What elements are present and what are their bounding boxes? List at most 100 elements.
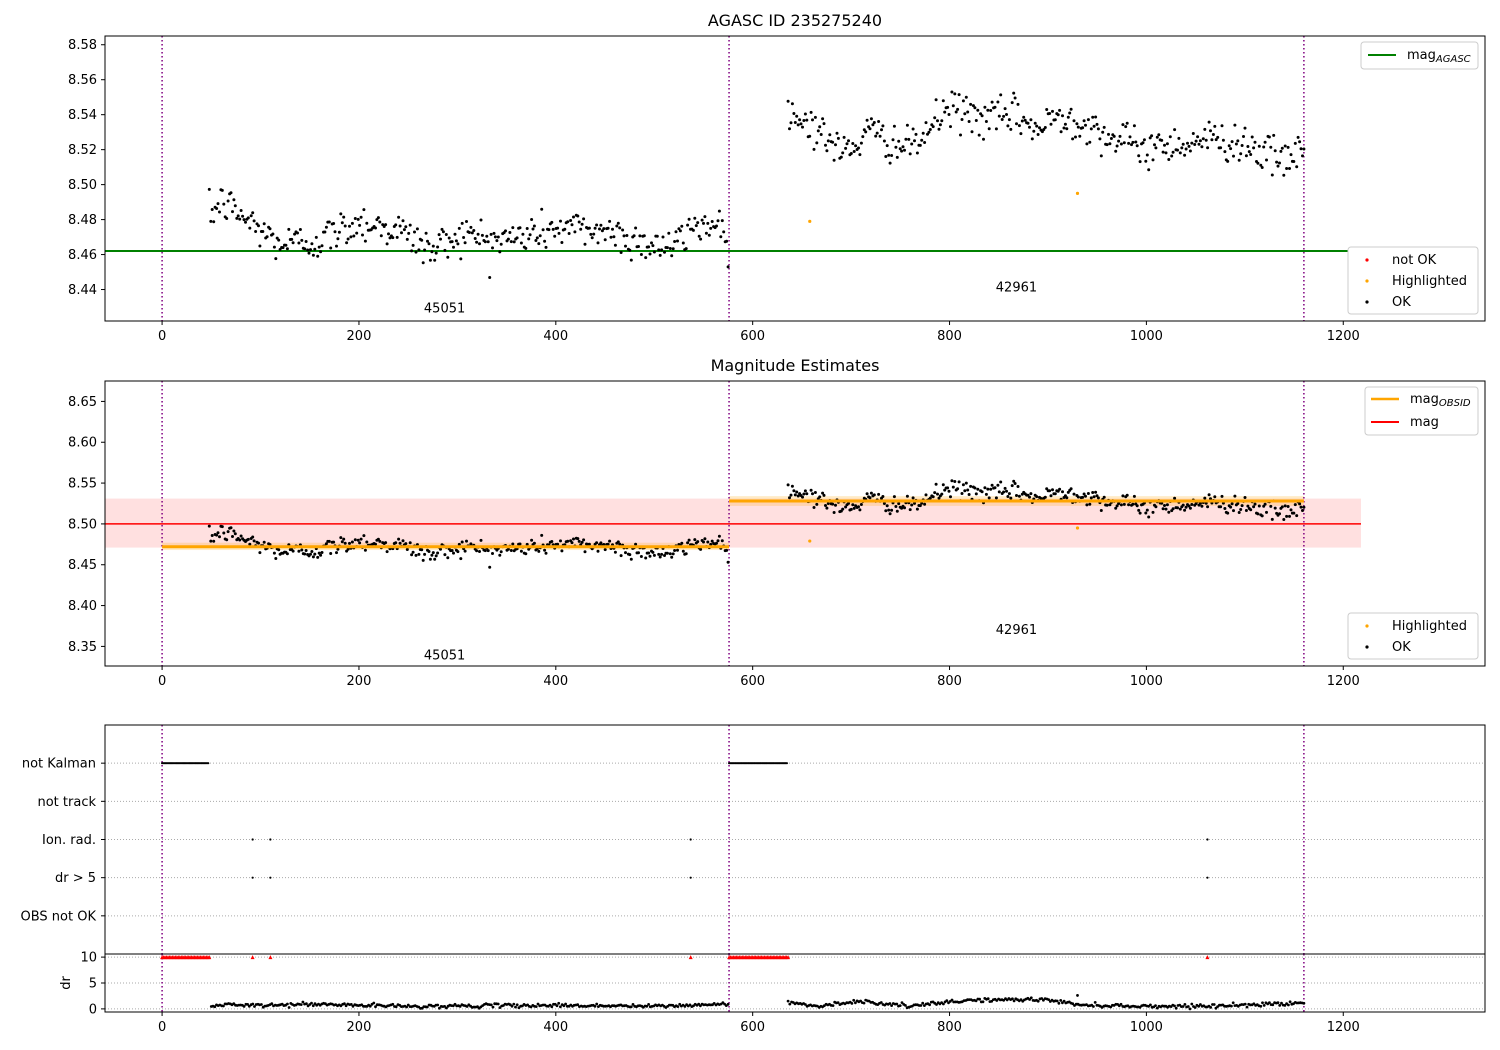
ok-point bbox=[639, 253, 643, 256]
ok-point bbox=[1051, 488, 1054, 492]
mag-uncertainty-band bbox=[105, 498, 1361, 548]
dr-point bbox=[1155, 1006, 1159, 1010]
ok-point bbox=[478, 242, 481, 246]
ok-point bbox=[1257, 144, 1261, 148]
ok-point bbox=[362, 534, 366, 538]
ok-point bbox=[1298, 502, 1302, 506]
ok-point bbox=[670, 555, 674, 559]
ok-point bbox=[332, 222, 336, 225]
ok-point bbox=[858, 508, 862, 512]
ok-point bbox=[1003, 486, 1007, 490]
ok-point bbox=[486, 549, 490, 553]
ok-point bbox=[799, 122, 803, 126]
dr-point bbox=[1055, 999, 1059, 1003]
ok-point bbox=[1030, 137, 1034, 141]
dr-panel: 0 200 400 600 800 1000 1200 0 5 10 dr bbox=[59, 951, 1486, 1035]
ok-point bbox=[1017, 124, 1021, 128]
ok-point bbox=[1171, 150, 1175, 154]
dr-point bbox=[436, 1003, 440, 1007]
dr-point bbox=[1186, 1005, 1190, 1008]
x-tick-label: 400 bbox=[543, 329, 568, 344]
ok-point bbox=[913, 501, 916, 505]
agasc-panel: AGASC ID 235275240 45051 42961 0 200 400 600… bbox=[68, 11, 1486, 344]
ok-point bbox=[808, 134, 812, 138]
ok-point bbox=[342, 537, 346, 541]
ok-point bbox=[1072, 492, 1076, 496]
ok-point bbox=[1230, 140, 1234, 144]
ok-point bbox=[969, 484, 973, 488]
ok-point bbox=[941, 483, 945, 487]
ok-point bbox=[304, 240, 308, 243]
ok-point bbox=[1091, 491, 1095, 494]
ok-point bbox=[1023, 118, 1027, 122]
ok-point bbox=[411, 243, 415, 247]
y-tick-label: 8.65 bbox=[68, 395, 97, 410]
ok-point bbox=[1127, 141, 1131, 145]
ok-point bbox=[1081, 495, 1085, 499]
ok-point bbox=[898, 147, 902, 151]
ok-point bbox=[1246, 145, 1250, 148]
ok-point bbox=[262, 540, 266, 544]
ok-point bbox=[342, 215, 346, 219]
ok-point bbox=[933, 491, 937, 495]
y-tick-label: 8.48 bbox=[68, 213, 97, 228]
ok-point bbox=[323, 230, 327, 234]
ok-point bbox=[826, 502, 830, 505]
ok-point bbox=[1117, 502, 1121, 506]
ok-point bbox=[454, 239, 458, 243]
ok-point bbox=[997, 490, 1001, 494]
ok-point bbox=[699, 237, 703, 241]
ok-point bbox=[951, 104, 955, 108]
ok-point bbox=[638, 234, 642, 238]
dr-point bbox=[676, 1005, 680, 1008]
ok-point bbox=[537, 242, 541, 246]
ok-point bbox=[1013, 482, 1017, 485]
ok-point bbox=[337, 230, 341, 234]
ok-point bbox=[691, 228, 695, 232]
ok-point bbox=[887, 508, 891, 512]
ok-point bbox=[452, 245, 455, 249]
ok-point bbox=[803, 112, 807, 116]
ok-point bbox=[1295, 514, 1299, 518]
ok-point bbox=[693, 216, 697, 220]
ok-point bbox=[1019, 132, 1023, 136]
ok-point bbox=[1190, 141, 1194, 145]
x-tick-label: 600 bbox=[740, 674, 765, 689]
ok-point bbox=[984, 120, 988, 123]
ok-point bbox=[567, 232, 571, 235]
ok-point bbox=[212, 539, 216, 543]
ok-point bbox=[210, 208, 214, 211]
dr-point bbox=[438, 1006, 441, 1010]
ok-point bbox=[857, 505, 860, 509]
ok-point bbox=[532, 541, 536, 545]
ok-point bbox=[802, 119, 806, 122]
ok-point bbox=[905, 494, 909, 498]
ok-point bbox=[434, 251, 438, 255]
ok-point bbox=[924, 121, 928, 125]
ok-point bbox=[1009, 127, 1013, 131]
ok-point bbox=[1148, 136, 1152, 140]
ok-point bbox=[339, 536, 343, 540]
ok-point bbox=[877, 492, 881, 496]
ok-point bbox=[476, 232, 480, 236]
ok-point bbox=[385, 550, 389, 554]
ok-point bbox=[1267, 135, 1271, 139]
dr-point bbox=[1268, 1001, 1271, 1004]
ok-point bbox=[1035, 124, 1039, 128]
dr-point bbox=[1245, 1005, 1249, 1009]
ok-point bbox=[349, 235, 353, 239]
ok-point bbox=[1244, 154, 1248, 158]
ok-point bbox=[452, 551, 455, 555]
ok-point bbox=[897, 502, 901, 506]
ok-point bbox=[795, 490, 799, 494]
ok-point bbox=[1236, 502, 1240, 505]
ok-point bbox=[329, 552, 333, 555]
dr-point bbox=[804, 1003, 807, 1006]
ok-point bbox=[1260, 166, 1264, 169]
ok-point bbox=[595, 541, 599, 545]
dr-point bbox=[270, 1002, 274, 1006]
dr-point bbox=[287, 1006, 291, 1009]
ok-point bbox=[1115, 504, 1119, 508]
ok-point bbox=[1015, 122, 1018, 126]
ok-point bbox=[475, 549, 479, 553]
